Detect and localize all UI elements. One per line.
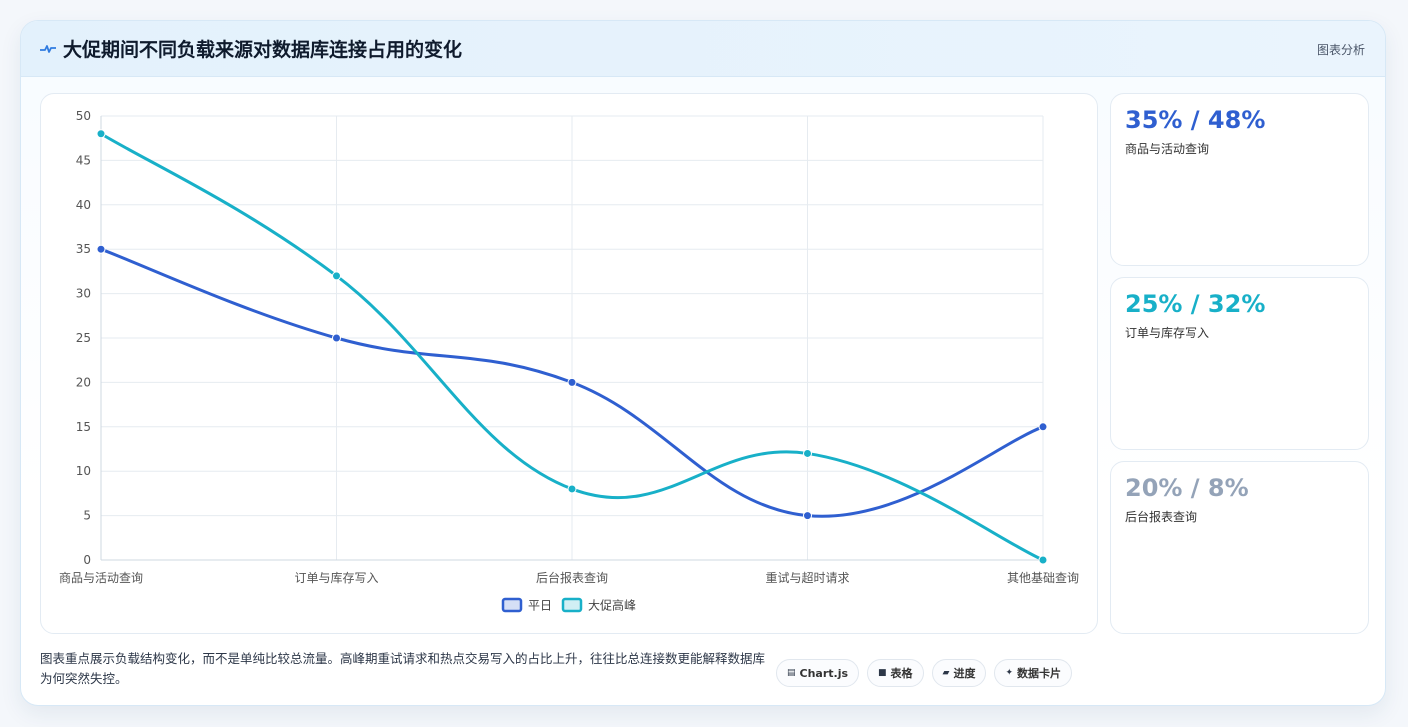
data-point [567,377,577,387]
pulse-icon [40,45,56,53]
x-tick-label: 后台报表查询 [536,570,608,585]
chip-chartjs[interactable]: ▤ Chart.js [776,659,860,687]
progress-icon: ▰ [942,668,950,678]
data-point [803,511,812,521]
panel-header: 大促期间不同负载来源对数据库连接占用的变化 图表分析 [21,21,1385,77]
x-tick-label: 商品与活动查询 [59,570,143,585]
table-icon: ■ [878,668,887,678]
y-tick-label: 40 [76,198,91,212]
sparkle-icon: ✦ [1005,668,1014,678]
stat-card-2: 25% / 32% 订单与库存写入 [1110,277,1369,450]
chart-panel: 大促期间不同负载来源对数据库连接占用的变化 图表分析 0 5 10 15 20 25 30 3… [20,20,1386,706]
series-line-0 [100,247,1044,518]
legend-swatch [501,597,523,613]
stat-value: 25% / 32% [1125,290,1266,318]
stat-label: 后台报表查询 [1125,510,1198,524]
stat-value: 20% / 8% [1125,474,1249,502]
chart-icon: ▤ [787,668,796,678]
y-tick-label: 10 [76,464,91,478]
chart-legend: 平日 大促高峰 [501,597,636,613]
x-tick-label: 订单与库存写入 [294,570,378,585]
chip-label: 表格 [890,667,913,680]
y-tick-label: 35 [76,242,91,256]
chip-progress[interactable]: ▰ 进度 [931,659,987,687]
y-tick-label: 25 [76,331,91,345]
stat-label: 商品与活动查询 [1125,142,1210,156]
data-point [1038,422,1048,432]
chip-label: 数据卡片 [1017,667,1062,680]
y-tick-label: 20 [76,375,91,389]
data-point [96,129,106,139]
legend-label: 平日 [528,599,552,613]
y-tick-label: 15 [76,420,91,434]
y-tick-label: 45 [76,153,91,167]
footer-description: 图表重点展示负载结构变化，而不是单纯比较总流量。高峰期重试请求和热点交易写入的占… [40,651,766,686]
line-chart: 0 5 10 15 20 25 30 35 40 45 50 商品与活动查询 订单与库存写入 后台报表查询… [59,109,1079,613]
data-point [567,484,577,494]
y-tick-label: 50 [76,109,91,123]
chip-label: 进度 [953,667,976,680]
chip-label: Chart.js [799,666,849,680]
tech-chips: ▤ Chart.js ■ 表格 ▰ 进度 ✦ 数据卡片 [776,659,1073,687]
page-title: 大促期间不同负载来源对数据库连接占用的变化 [63,39,463,61]
data-point [1038,555,1048,565]
stat-card-1: 35% / 48% 商品与活动查询 [1110,93,1369,266]
legend-label: 大促高峰 [588,598,636,613]
chip-table[interactable]: ■ 表格 [867,659,924,687]
y-tick-label: 5 [83,509,91,523]
data-point [332,333,341,343]
chart-card: 0 5 10 15 20 25 30 35 40 45 50 商品与活动查询 订单与库存写入 后台报表查询… [40,93,1098,634]
stat-value: 35% / 48% [1125,106,1266,134]
chip-data-card[interactable]: ✦ 数据卡片 [994,659,1073,687]
data-point [332,271,341,281]
data-point [803,448,812,458]
legend-swatch [561,597,583,613]
y-tick-label: 0 [83,553,91,567]
stat-label: 订单与库存写入 [1125,326,1210,340]
x-tick-label: 重试与超时请求 [765,570,849,585]
data-point [96,244,106,254]
y-tick-label: 30 [76,287,91,301]
x-tick-label: 其他基础查询 [1007,571,1079,585]
header-tag: 图表分析 [1316,43,1365,57]
stat-card-3: 20% / 8% 后台报表查询 [1110,461,1369,634]
